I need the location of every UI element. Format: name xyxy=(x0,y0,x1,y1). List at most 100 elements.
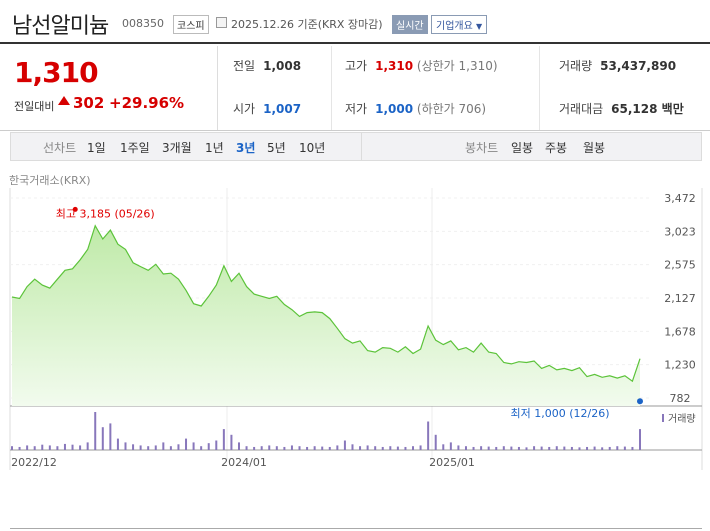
volume-bar xyxy=(548,446,551,450)
volume-bar xyxy=(290,445,293,450)
volume-bar xyxy=(11,446,13,450)
volume-bar xyxy=(328,446,331,450)
volume-bar xyxy=(457,445,460,450)
volume-bar xyxy=(33,446,36,450)
price-chart: 최고 3,185 (05/26) 최저 1,000 (12/26) 3,472 3,… xyxy=(9,188,703,470)
candle-daily[interactable]: 일봉 xyxy=(511,141,534,155)
volume-bar xyxy=(306,446,309,450)
stock-name[interactable]: 남선알미늄 xyxy=(12,14,109,39)
calendar-icon xyxy=(216,17,227,28)
volume-bar xyxy=(41,444,44,450)
volume-bar xyxy=(381,446,384,450)
market-badge: 코스피 xyxy=(173,15,209,34)
volume-bar xyxy=(192,442,195,450)
x-tick-label: 2024/01 xyxy=(221,456,267,469)
volume-bar xyxy=(215,440,218,450)
volume-bar xyxy=(510,446,513,450)
volume-bar xyxy=(177,444,180,450)
volume-bar xyxy=(169,446,172,450)
volume-bar xyxy=(253,446,256,450)
volume-bar xyxy=(109,423,112,450)
volume-bar xyxy=(124,442,127,450)
volume-bar xyxy=(359,446,362,450)
x-tick-label: 2025/01 xyxy=(429,456,475,469)
period-10y[interactable]: 10년 xyxy=(299,141,326,155)
volume-bar xyxy=(601,447,604,450)
volume-bar xyxy=(631,446,634,450)
realtime-button[interactable]: 실시간 xyxy=(392,15,428,34)
volume-bar xyxy=(154,445,157,450)
volume-bar xyxy=(321,446,324,450)
current-price: 1,310 xyxy=(14,56,99,89)
stat-value: 1,000 xyxy=(375,102,414,116)
period-1w[interactable]: 1주일 xyxy=(120,141,150,155)
volume-bar xyxy=(222,429,225,450)
divider xyxy=(331,46,332,130)
volume-bar xyxy=(48,445,51,450)
stat-high: 고가 1,310 (상한가 1,310) xyxy=(345,57,498,74)
period-3m[interactable]: 3개월 xyxy=(162,141,192,155)
stat-label: 거래량 xyxy=(559,59,593,73)
volume-bar xyxy=(396,446,399,450)
volume-bar xyxy=(502,446,505,450)
period-1d[interactable]: 1일 xyxy=(87,141,106,155)
volume-bar xyxy=(472,446,475,450)
volume-bar xyxy=(555,446,558,450)
volume-bar xyxy=(260,446,263,450)
stat-prev-close: 전일 1,008 xyxy=(233,57,301,74)
volume-bar xyxy=(147,446,150,450)
low-marker xyxy=(637,398,643,405)
candle-weekly[interactable]: 주봉 xyxy=(545,141,568,155)
divider xyxy=(361,133,362,160)
period-5y[interactable]: 5년 xyxy=(267,141,286,155)
volume-bar xyxy=(464,446,467,450)
volume-bar xyxy=(427,421,430,450)
header: 남선알미늄 008350 코스피 2025.12.26 기준(KRX 장마감) … xyxy=(0,0,710,44)
period-1y[interactable]: 1년 xyxy=(205,141,224,155)
volume-bar xyxy=(26,445,29,450)
stat-sub: (상한가 1,310) xyxy=(416,59,498,73)
volume-bar xyxy=(517,446,520,450)
volume-bar xyxy=(593,446,596,450)
volume-bar xyxy=(63,443,66,450)
stat-label: 전일 xyxy=(233,59,256,73)
volume-bar xyxy=(616,446,619,450)
volume-bar xyxy=(374,446,377,450)
volume-bar xyxy=(283,446,286,450)
volume-bar xyxy=(185,438,188,450)
y-tick-label: 1,230 xyxy=(664,359,696,372)
volume-bar xyxy=(94,412,97,450)
volume-bar xyxy=(268,445,271,450)
low-label: 최저 1,000 (12/26) xyxy=(510,407,609,420)
volume-bar xyxy=(351,444,354,450)
divider xyxy=(539,46,540,130)
change-rate: +29.96% xyxy=(109,94,185,112)
stat-label: 거래대금 xyxy=(559,102,604,116)
price-panel: 1,310 전일대비 302 +29.96% xyxy=(0,46,218,130)
period-3y[interactable]: 3년 xyxy=(236,141,256,155)
stock-code: 008350 xyxy=(122,17,164,30)
volume-bar xyxy=(608,446,611,450)
high-label: 최고 3,185 (05/26) xyxy=(56,207,155,220)
volume-bar xyxy=(313,446,316,450)
stat-label: 시가 xyxy=(233,102,256,116)
volume-bar xyxy=(586,446,589,450)
company-info-button[interactable]: 기업개요 ▼ xyxy=(431,15,488,34)
stat-label: 저가 xyxy=(345,102,368,116)
chevron-down-icon: ▼ xyxy=(476,22,483,31)
y-tick-label: 3,472 xyxy=(664,192,696,205)
volume-bar xyxy=(480,446,483,450)
volume-bar xyxy=(200,446,203,450)
volume-bar xyxy=(71,444,74,450)
volume-bar xyxy=(449,442,452,450)
volume-bar xyxy=(366,445,369,450)
y-tick-label: 1,678 xyxy=(664,325,696,338)
y-tick-label: 3,023 xyxy=(664,225,696,238)
candle-monthly[interactable]: 월봉 xyxy=(583,141,606,155)
stat-value: 1,008 xyxy=(263,59,302,73)
volume-bar xyxy=(540,446,543,450)
chart-source: 한국거래소(KRX) xyxy=(9,174,91,187)
date-value: 2025.12.26 xyxy=(231,18,294,31)
volume-bar xyxy=(275,446,278,450)
volume-bar xyxy=(389,446,392,450)
